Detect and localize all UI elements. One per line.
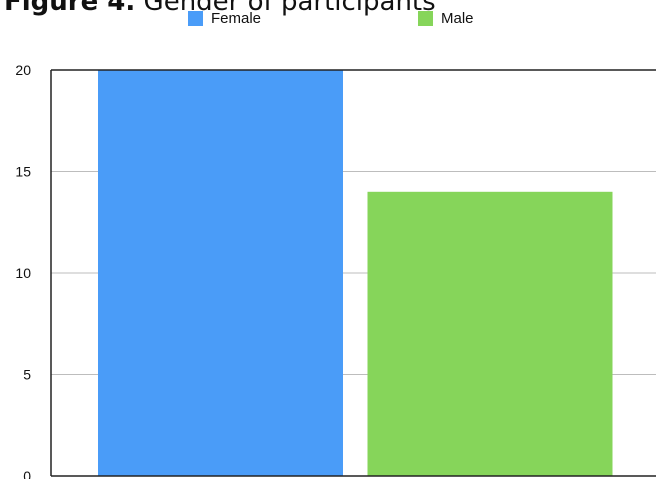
legend-item-male: Male (418, 10, 474, 27)
y-tick-label-15: 15 (15, 164, 31, 180)
chart-title-text: Gender of participants (143, 0, 436, 17)
chart-title: Figure 4. Gender of participants (4, 0, 436, 17)
legend-swatch-male (418, 11, 433, 26)
legend-label-female: Female (211, 10, 262, 27)
y-tick-label-20: 20 (15, 62, 31, 78)
chart-title-bold: Figure 4. (4, 0, 136, 17)
legend-label-male: Male (441, 10, 474, 27)
chart-legend: Female Male (0, 10, 656, 30)
legend-swatch-female (188, 11, 203, 26)
y-tick-label-10: 10 (15, 265, 31, 281)
bar-female (98, 70, 343, 476)
bar-male (367, 191, 613, 477)
legend-item-female: Female (188, 10, 261, 27)
y-tick-label-5: 5 (23, 367, 31, 383)
y-tick-label-0: 0 (23, 468, 31, 479)
